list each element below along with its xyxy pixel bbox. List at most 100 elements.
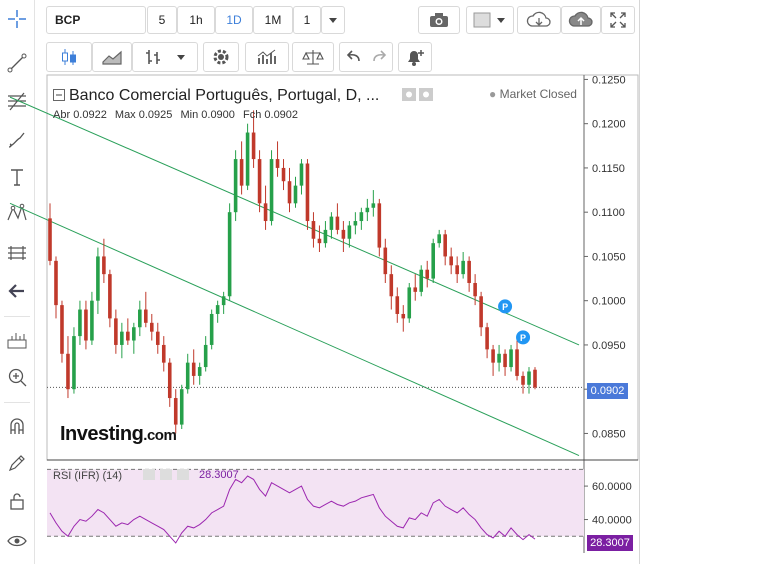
color-picker-button[interactable]: [466, 6, 514, 34]
pattern-icon[interactable]: [2, 198, 32, 228]
text-tool-icon[interactable]: [2, 162, 32, 192]
candle-body: [90, 300, 94, 341]
bars-icon: [146, 50, 185, 64]
candle-body: [263, 203, 268, 222]
candle-body: [173, 398, 178, 425]
candle-body: [138, 309, 142, 328]
rsi-current-value: 28.3007: [199, 469, 239, 481]
candle-body: [497, 353, 501, 363]
fib-icon[interactable]: [2, 86, 32, 116]
candle-body: [239, 159, 244, 186]
eye-icon[interactable]: [2, 526, 32, 556]
candle-body: [347, 225, 352, 239]
candle-body: [215, 305, 220, 314]
candle-body: [233, 159, 238, 213]
interval-dropdown[interactable]: [321, 6, 345, 34]
snapshot-button[interactable]: [418, 6, 460, 34]
candle-body: [191, 362, 196, 376]
load-layout-button[interactable]: [517, 6, 561, 34]
save-layout-button[interactable]: [561, 6, 601, 34]
candle-body: [197, 367, 202, 376]
price-chart[interactable]: 0.1250 0.1200 0.1150 0.1100 0.1050 0.1000 0.09…: [0, 0, 640, 564]
symbol-input[interactable]: BCP: [46, 6, 146, 34]
price-tick-label: 0.1250: [592, 74, 626, 86]
candle-body: [144, 309, 148, 323]
market-status: ● Market Closed: [489, 87, 577, 101]
interval-5[interactable]: 5: [147, 6, 177, 34]
interval-1[interactable]: 1: [293, 6, 321, 34]
toolbar-divider: [4, 316, 30, 317]
candle-body: [311, 221, 316, 239]
candle-body: [371, 203, 376, 208]
interval-1d[interactable]: 1D: [215, 6, 253, 34]
interval-1h[interactable]: 1h: [177, 6, 215, 34]
crosshair-icon[interactable]: [2, 4, 32, 34]
rsi-legend: RSI (IFR) (14): [53, 469, 193, 482]
legend-settings-icon[interactable]: [401, 88, 438, 101]
undo-redo-group[interactable]: [339, 42, 393, 72]
candle-body: [126, 331, 130, 341]
drawing-toolbar: [0, 0, 35, 564]
zoom-icon[interactable]: [2, 362, 32, 392]
brush-icon[interactable]: [2, 124, 32, 154]
color-swatch-icon: [473, 12, 505, 28]
candle-body: [533, 369, 537, 388]
trend-line-icon[interactable]: [2, 48, 32, 78]
candle-body: [341, 229, 346, 239]
candles-button[interactable]: [46, 42, 92, 72]
price-tick-label: 0.1100: [592, 207, 625, 219]
measure-icon[interactable]: [2, 238, 32, 268]
alert-button[interactable]: [398, 42, 432, 72]
candle-body: [389, 274, 394, 297]
collapse-icon[interactable]: [53, 89, 65, 101]
candle-body: [54, 260, 58, 306]
compare-button[interactable]: [292, 42, 334, 72]
interval-1m[interactable]: 1M: [253, 6, 293, 34]
bell-plus-icon: [408, 50, 424, 66]
candle-body: [149, 322, 154, 332]
ruler-icon[interactable]: [2, 326, 32, 356]
pencil-lock-icon[interactable]: [2, 448, 32, 478]
candle-body: [114, 318, 118, 345]
candle-body: [509, 349, 513, 368]
candle-body: [299, 163, 304, 186]
candle-body: [359, 212, 364, 222]
candle-body: [78, 309, 82, 337]
rsi-legend-icons[interactable]: [143, 469, 193, 480]
candle-body: [96, 256, 100, 301]
candle-body: [413, 287, 418, 292]
candle-body: [257, 159, 262, 204]
settings-button[interactable]: [203, 42, 239, 72]
undo-redo-icon: [346, 50, 387, 62]
candle-body: [527, 371, 531, 385]
candle-body: [281, 167, 286, 182]
chart-legend: Banco Comercial Português, Portugal, D, …: [53, 87, 438, 105]
candle-body: [132, 327, 136, 341]
area-button[interactable]: [92, 42, 132, 72]
candle-body: [185, 362, 190, 390]
magnet-icon[interactable]: [2, 412, 32, 442]
candle-body: [317, 238, 322, 244]
indicators-icon: [257, 49, 276, 64]
candle-body: [167, 362, 172, 399]
lock-icon[interactable]: [2, 486, 32, 516]
candle-body: [102, 256, 106, 275]
fullscreen-button[interactable]: [601, 6, 635, 34]
candle-body: [467, 260, 471, 283]
indicators-button[interactable]: [245, 42, 289, 72]
chart-title: Banco Comercial Português, Portugal, D, …: [69, 87, 380, 104]
candle-body: [161, 344, 166, 363]
price-tick-label: 0.1000: [592, 296, 626, 308]
channel-line: [9, 202, 580, 457]
candle-body: [323, 229, 328, 244]
bars-button[interactable]: [132, 42, 198, 72]
candle-body: [365, 207, 370, 213]
price-tick-label: 0.0950: [592, 340, 626, 352]
event-marker: [498, 299, 513, 314]
back-arrow-icon[interactable]: [2, 276, 32, 306]
camera-icon: [430, 13, 448, 27]
candle-body: [245, 132, 250, 186]
price-tick-label: 0.1150: [592, 163, 625, 175]
fullscreen-icon: [610, 12, 626, 28]
rsi-line: [49, 475, 536, 544]
